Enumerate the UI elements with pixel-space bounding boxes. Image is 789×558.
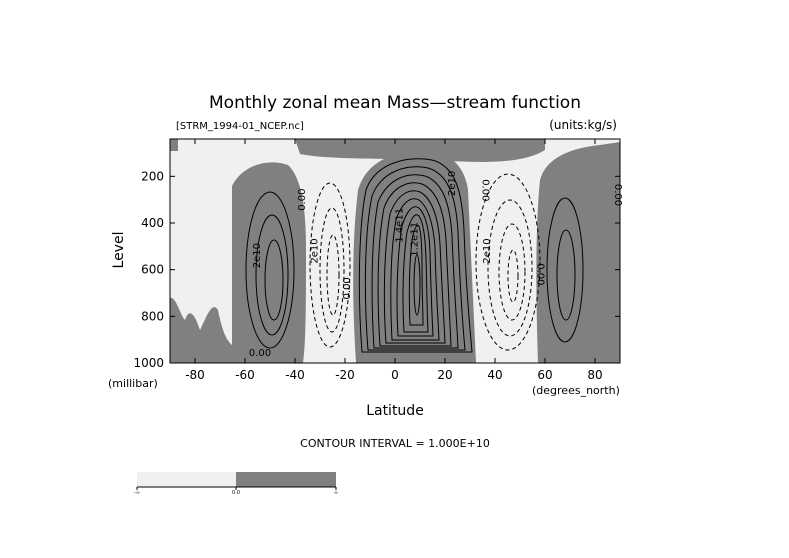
contour-label: 0.00 [535, 263, 546, 285]
south-negative-contours [309, 182, 351, 348]
positive-region-north [536, 142, 620, 363]
north-negative-contours [475, 173, 541, 351]
chart-title: Monthly zonal mean Mass—stream function [209, 93, 581, 113]
x-tick-label: -60 [235, 368, 255, 382]
y-tick-label: 800 [141, 309, 164, 323]
x-tick-label: 60 [537, 368, 552, 382]
y-axis-label: Level [111, 232, 127, 269]
colorbar-positive-swatch [236, 472, 336, 487]
colorbar-label-min: -∞ [134, 490, 140, 496]
y-tick-label: 1000 [133, 356, 164, 370]
positive-region-top [295, 139, 545, 162]
contour-label: 2e10 [482, 238, 493, 263]
colorbar-label-max: ∞ [334, 490, 338, 496]
y-axis: 200 400 600 800 1000 [133, 169, 620, 370]
contour-label: 1.4e11 [395, 208, 406, 243]
plot-area [169, 138, 621, 364]
contour-label: 2e10 [252, 243, 263, 268]
contour-label: 2e10 [310, 238, 321, 263]
positive-region-left-edge [170, 139, 178, 151]
x-tick-label: 20 [437, 368, 452, 382]
file-name-label: [STRM_1994-01_NCEP.nc] [176, 121, 304, 132]
x-tick-label: -40 [285, 368, 305, 382]
x-tick-label: -20 [335, 368, 355, 382]
colorbar-negative-swatch [137, 472, 236, 487]
south-cell-contours [245, 191, 295, 349]
x-axis-label: Latitude [366, 403, 424, 419]
y-tick-label: 600 [141, 263, 164, 277]
contour-label: 0.00 [249, 348, 271, 359]
contour-interval-label: CONTOUR INTERVAL = 1.000E+10 [300, 437, 490, 450]
x-axis: -80 -60 -40 -20 0 20 40 60 80 [185, 139, 603, 382]
contour-label: 0.00 [297, 189, 308, 211]
y-tick-label: 200 [141, 169, 164, 183]
positive-region-hadley [353, 150, 476, 363]
x-tick-label: 80 [587, 368, 602, 382]
colorbar: -∞ 0.0 ∞ [134, 472, 338, 496]
contour-label: 0.00 [480, 179, 491, 201]
x-tick-label: 40 [487, 368, 502, 382]
contour-label: 0.00 [612, 184, 623, 206]
y-unit-label: (millibar) [108, 377, 158, 390]
y-tick-label: 400 [141, 216, 164, 230]
x-tick-label: 0 [391, 368, 399, 382]
north-cell-contours [546, 197, 584, 343]
positive-region-south [232, 162, 306, 363]
contour-labels: 2e10 0.00 2e10 0.00 1.4e11 1.2e11 2e10 0.00 2e10… [249, 171, 623, 359]
units-label: (units:kg/s) [549, 118, 617, 132]
positive-region-southpole [170, 297, 232, 363]
hadley-cell-contours [358, 158, 473, 353]
contour-label: 0.00 [342, 277, 353, 299]
x-unit-label: (degrees_north) [532, 384, 620, 397]
colorbar-label-zero: 0.0 [232, 490, 240, 496]
contour-label: 2e10 [447, 171, 458, 196]
contour-label: 1.2e11 [410, 222, 421, 257]
x-tick-label: -80 [185, 368, 205, 382]
